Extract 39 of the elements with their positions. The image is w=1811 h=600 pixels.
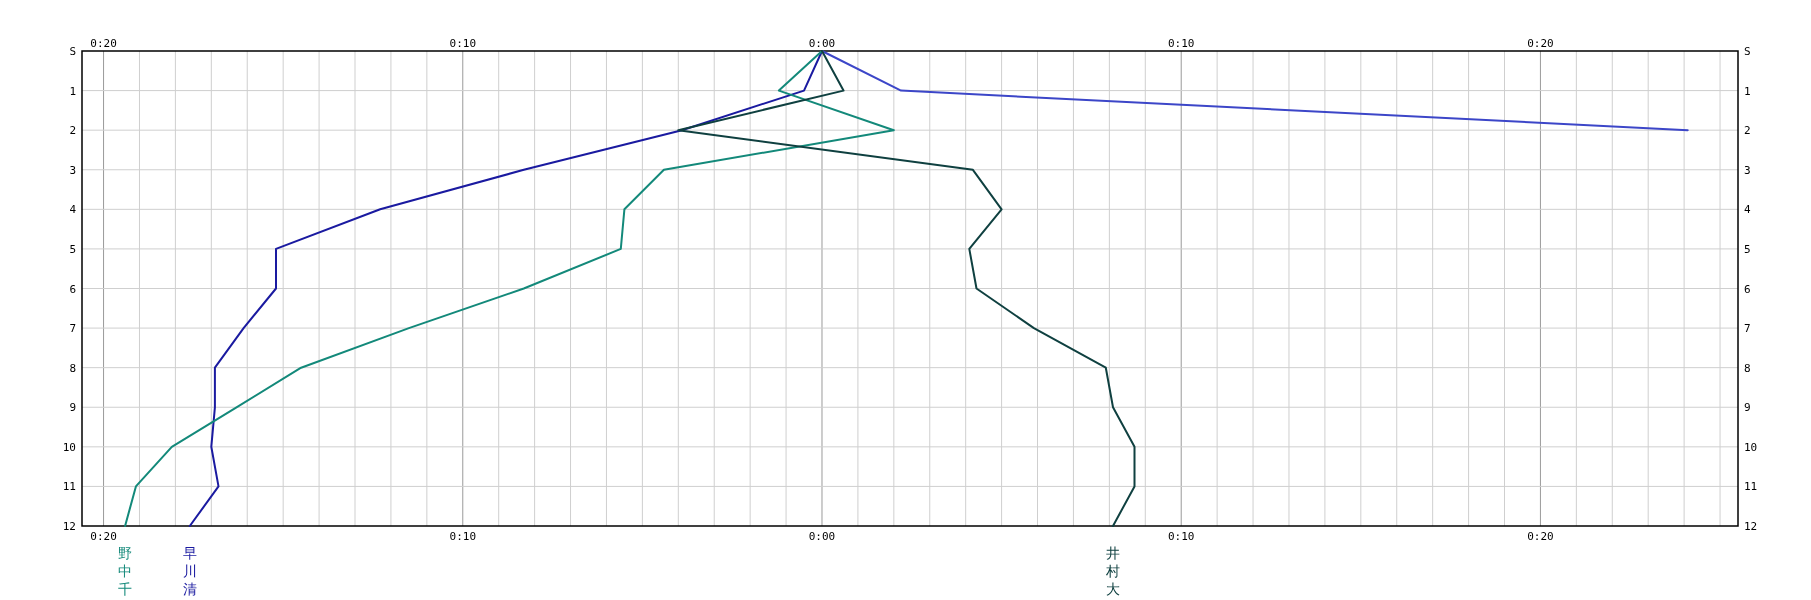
x-tick-label: 0:20 <box>1527 530 1554 543</box>
series-label: 早川清 <box>182 545 197 597</box>
category-label: 2 <box>1744 124 1751 138</box>
x-tick-label: 0:00 <box>808 530 836 543</box>
y-tick-label: S <box>69 45 76 58</box>
category-label: 3 <box>1744 163 1751 177</box>
category-label: 8 <box>1744 361 1751 375</box>
series-label: 野中千 <box>118 545 133 597</box>
category-label: 7 <box>1744 322 1751 336</box>
x-tick-label: 0:20 <box>90 530 117 543</box>
x2-tick-label: 0:20 <box>1527 37 1554 50</box>
y-tick-label: 7 <box>69 322 76 336</box>
y-tick-label: 12 <box>62 520 76 533</box>
y-tick-label: 9 <box>69 401 76 415</box>
x2-tick-label: 0:20 <box>90 37 117 50</box>
x2-tick-label: 0:10 <box>1167 37 1195 50</box>
category-label: 10 <box>1744 440 1758 454</box>
y-tick-label: 10 <box>62 440 76 454</box>
x-tick-label: 0:10 <box>1167 530 1195 543</box>
category-label: 9 <box>1744 401 1751 415</box>
category-label: 4 <box>1744 203 1751 217</box>
category-label: 5 <box>1744 242 1751 256</box>
y-tick-label: 4 <box>69 203 77 217</box>
y-tick-label: 1 <box>69 84 76 98</box>
y-tick-label: 3 <box>69 163 76 177</box>
category-label: 12 <box>1744 520 1758 533</box>
y-tick-label: 8 <box>69 361 76 375</box>
category-label: S <box>1744 45 1751 58</box>
x-tick-label: 0:10 <box>449 530 477 543</box>
category-label: 1 <box>1744 84 1751 98</box>
y-tick-label: 5 <box>69 242 76 256</box>
y-tick-label: 11 <box>62 480 76 494</box>
x2-tick-label: 0:00 <box>808 37 836 50</box>
category-label: 6 <box>1744 282 1751 296</box>
series-label: 井村大 <box>1104 545 1120 597</box>
category-label: 11 <box>1744 480 1758 494</box>
y-tick-label: 2 <box>69 124 76 138</box>
y-tick-label: 6 <box>69 282 76 296</box>
x2-tick-label: 0:10 <box>449 37 477 50</box>
